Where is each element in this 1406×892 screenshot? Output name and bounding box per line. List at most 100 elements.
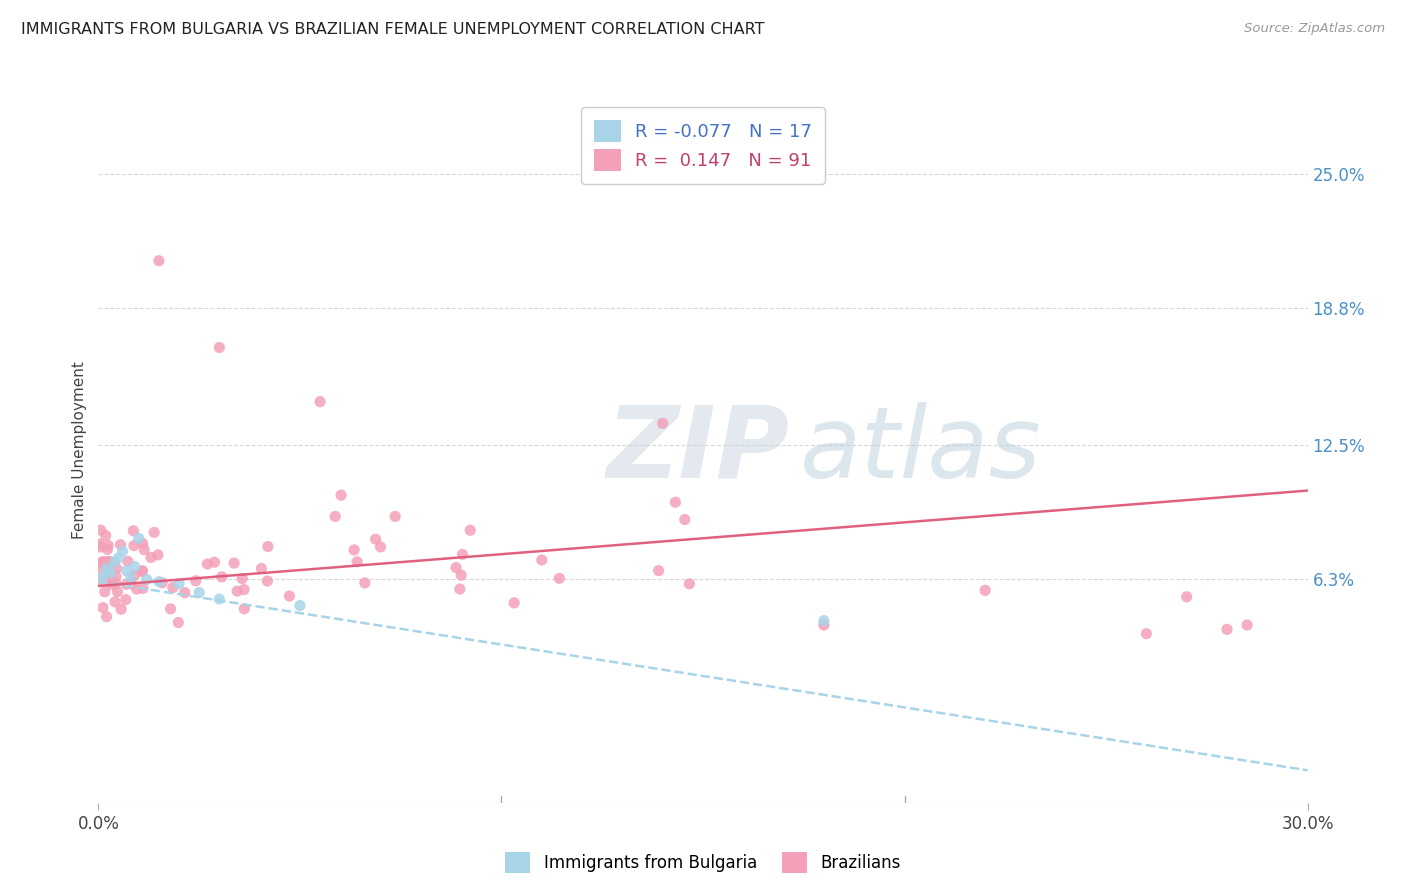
Point	[148, 253, 170, 268]
Point	[346, 555, 368, 569]
Point	[131, 565, 153, 579]
Point	[678, 577, 700, 591]
Point	[974, 583, 997, 598]
Point	[114, 592, 136, 607]
Point	[150, 575, 173, 590]
Point	[548, 571, 571, 585]
Point	[451, 547, 474, 561]
Point	[104, 576, 127, 591]
Legend: Immigrants from Bulgaria, Brazilians: Immigrants from Bulgaria, Brazilians	[499, 846, 907, 880]
Point	[647, 564, 669, 578]
Point	[444, 560, 467, 574]
Point	[250, 561, 273, 575]
Point	[90, 523, 112, 537]
Point	[233, 601, 256, 615]
Point	[309, 394, 332, 409]
Point	[813, 618, 835, 632]
Point	[211, 570, 233, 584]
Point	[90, 555, 112, 569]
Point	[89, 540, 111, 554]
Point	[131, 536, 153, 550]
Point	[124, 559, 146, 574]
Point	[93, 584, 115, 599]
Point	[204, 555, 226, 569]
Point	[96, 561, 118, 575]
Point	[148, 574, 170, 589]
Point	[98, 554, 121, 568]
Text: Source: ZipAtlas.com: Source: ZipAtlas.com	[1244, 22, 1385, 36]
Point	[107, 550, 129, 565]
Point	[139, 550, 162, 565]
Point	[90, 561, 112, 575]
Point	[132, 582, 155, 596]
Point	[135, 573, 157, 587]
Point	[173, 585, 195, 599]
Point	[208, 592, 231, 607]
Point	[115, 577, 138, 591]
Point	[101, 577, 124, 591]
Point	[1175, 590, 1198, 604]
Point	[288, 599, 311, 613]
Point	[105, 561, 128, 575]
Text: IMMIGRANTS FROM BULGARIA VS BRAZILIAN FEMALE UNEMPLOYMENT CORRELATION CHART: IMMIGRANTS FROM BULGARIA VS BRAZILIAN FE…	[21, 22, 765, 37]
Point	[162, 581, 184, 595]
Point	[91, 570, 114, 584]
Point	[354, 575, 377, 590]
Point	[107, 584, 129, 599]
Point	[1216, 623, 1239, 637]
Point	[233, 582, 256, 597]
Point	[104, 569, 127, 583]
Point	[1236, 618, 1258, 632]
Point	[323, 509, 346, 524]
Point	[195, 557, 218, 571]
Point	[97, 572, 120, 586]
Point	[167, 615, 190, 630]
Point	[117, 554, 139, 568]
Point	[664, 495, 686, 509]
Point	[143, 525, 166, 540]
Point	[364, 532, 387, 546]
Text: ZIP: ZIP	[606, 402, 789, 499]
Point	[120, 570, 142, 584]
Point	[813, 614, 835, 628]
Point	[96, 542, 118, 557]
Point	[222, 556, 245, 570]
Point	[110, 602, 132, 616]
Point	[503, 596, 526, 610]
Point	[458, 523, 481, 537]
Point	[98, 574, 121, 589]
Point	[257, 540, 280, 554]
Text: atlas: atlas	[800, 402, 1042, 499]
Point	[125, 582, 148, 596]
Point	[110, 538, 132, 552]
Point	[146, 548, 169, 562]
Point	[184, 574, 207, 588]
Y-axis label: Female Unemployment: Female Unemployment	[72, 361, 87, 540]
Point	[96, 609, 118, 624]
Point	[100, 566, 122, 580]
Point	[370, 540, 392, 554]
Point	[96, 555, 118, 569]
Point	[122, 539, 145, 553]
Point	[93, 554, 115, 568]
Point	[103, 555, 125, 569]
Point	[651, 417, 673, 431]
Point	[1135, 626, 1157, 640]
Point	[89, 537, 111, 551]
Point	[91, 600, 114, 615]
Point	[167, 576, 190, 591]
Point	[111, 544, 134, 558]
Point	[128, 531, 150, 545]
Point	[94, 528, 117, 542]
Point	[530, 553, 553, 567]
Point	[97, 538, 120, 552]
Point	[104, 595, 127, 609]
Point	[330, 488, 353, 502]
Point	[278, 589, 301, 603]
Point	[226, 584, 249, 599]
Point	[115, 564, 138, 578]
Point	[131, 564, 153, 578]
Point	[134, 542, 156, 557]
Point	[98, 572, 121, 586]
Point	[188, 585, 211, 599]
